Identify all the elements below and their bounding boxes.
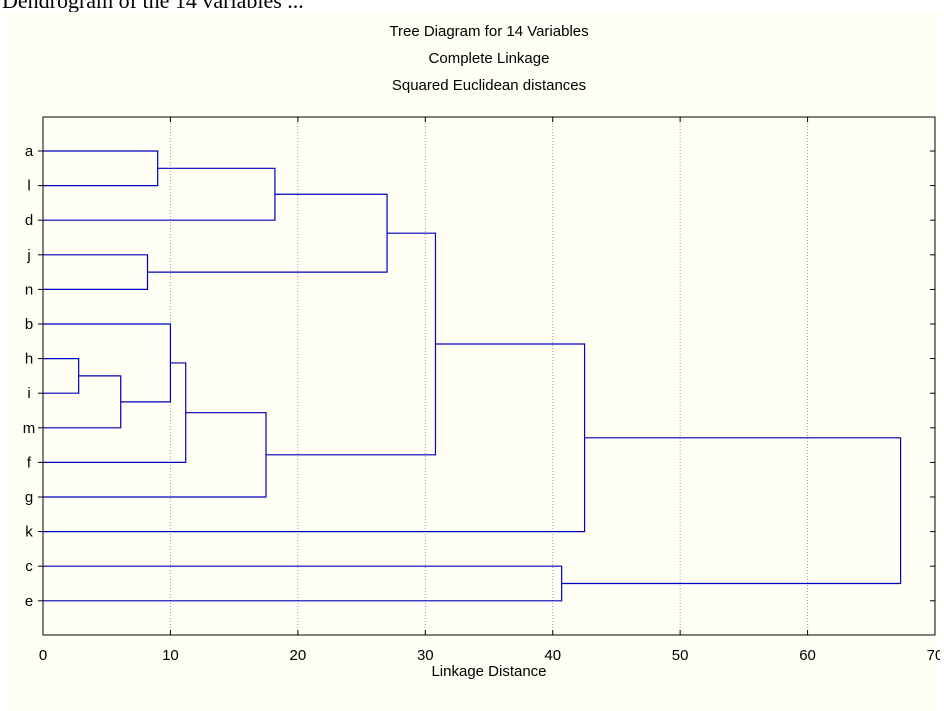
title-line-1: Tree Diagram for 14 Variables (389, 23, 588, 40)
chart-panel: Tree Diagram for 14 Variables Complete L… (4, 12, 940, 711)
x-tick-label: 0 (39, 647, 47, 664)
dendrogram-branches (43, 150, 902, 602)
x-axis-ticks: 0 10 20 30 40 50 60 70 (39, 117, 940, 664)
leaf-label: c (25, 558, 33, 575)
leaf-label: m (23, 420, 36, 437)
dendrogram-link (43, 412, 267, 498)
dendrogram-link (43, 565, 563, 602)
leaf-label: i (27, 385, 30, 402)
x-tick-label: 30 (417, 647, 434, 664)
x-axis-title: Linkage Distance (431, 663, 546, 680)
dendrogram-link (43, 150, 159, 187)
leaf-label: l (27, 178, 30, 195)
leaf-label: g (25, 489, 33, 506)
dendrogram-link (43, 167, 276, 221)
leaf-label: j (26, 247, 30, 264)
leaf-label: n (25, 281, 33, 298)
x-tick-label: 20 (290, 647, 307, 664)
dendrogram-link (43, 343, 586, 533)
leaf-label: d (25, 212, 33, 229)
leaf-label: b (25, 316, 33, 333)
x-tick-label: 40 (544, 647, 561, 664)
dendrogram-link (43, 375, 122, 429)
caption-fragment: Dendrogram of the 14 variables ... (0, 0, 944, 12)
leaf-label: k (25, 524, 33, 541)
grid-lines (169, 117, 809, 635)
dendrogram-link (43, 358, 80, 394)
dendrogram-chart: Tree Diagram for 14 Variables Complete L… (23, 23, 940, 680)
plot-frame (42, 116, 936, 636)
x-tick-label: 10 (162, 647, 179, 664)
leaf-label: h (25, 351, 33, 368)
dendrogram-link (266, 232, 437, 456)
leaf-ticks: a ld jn b hi mf g kc e (23, 143, 935, 610)
dendrogram-link (147, 193, 388, 273)
title-line-3: Squared Euclidean distances (392, 77, 586, 94)
dendrogram-link (43, 323, 172, 403)
chart-titles: Tree Diagram for 14 Variables Complete L… (389, 23, 588, 94)
dendrogram-link (43, 362, 187, 463)
leaf-label: f (27, 454, 32, 471)
dendrogram-link (43, 254, 149, 290)
x-tick-label: 60 (799, 647, 816, 664)
x-tick-label: 50 (672, 647, 689, 664)
leaf-label: a (25, 143, 34, 160)
leaf-label: e (25, 593, 33, 610)
x-tick-label: 70 (927, 647, 940, 664)
title-line-2: Complete Linkage (429, 50, 550, 67)
caption-text: Dendrogram of the 14 variables ... (2, 0, 304, 12)
dendrogram-link (561, 437, 902, 585)
